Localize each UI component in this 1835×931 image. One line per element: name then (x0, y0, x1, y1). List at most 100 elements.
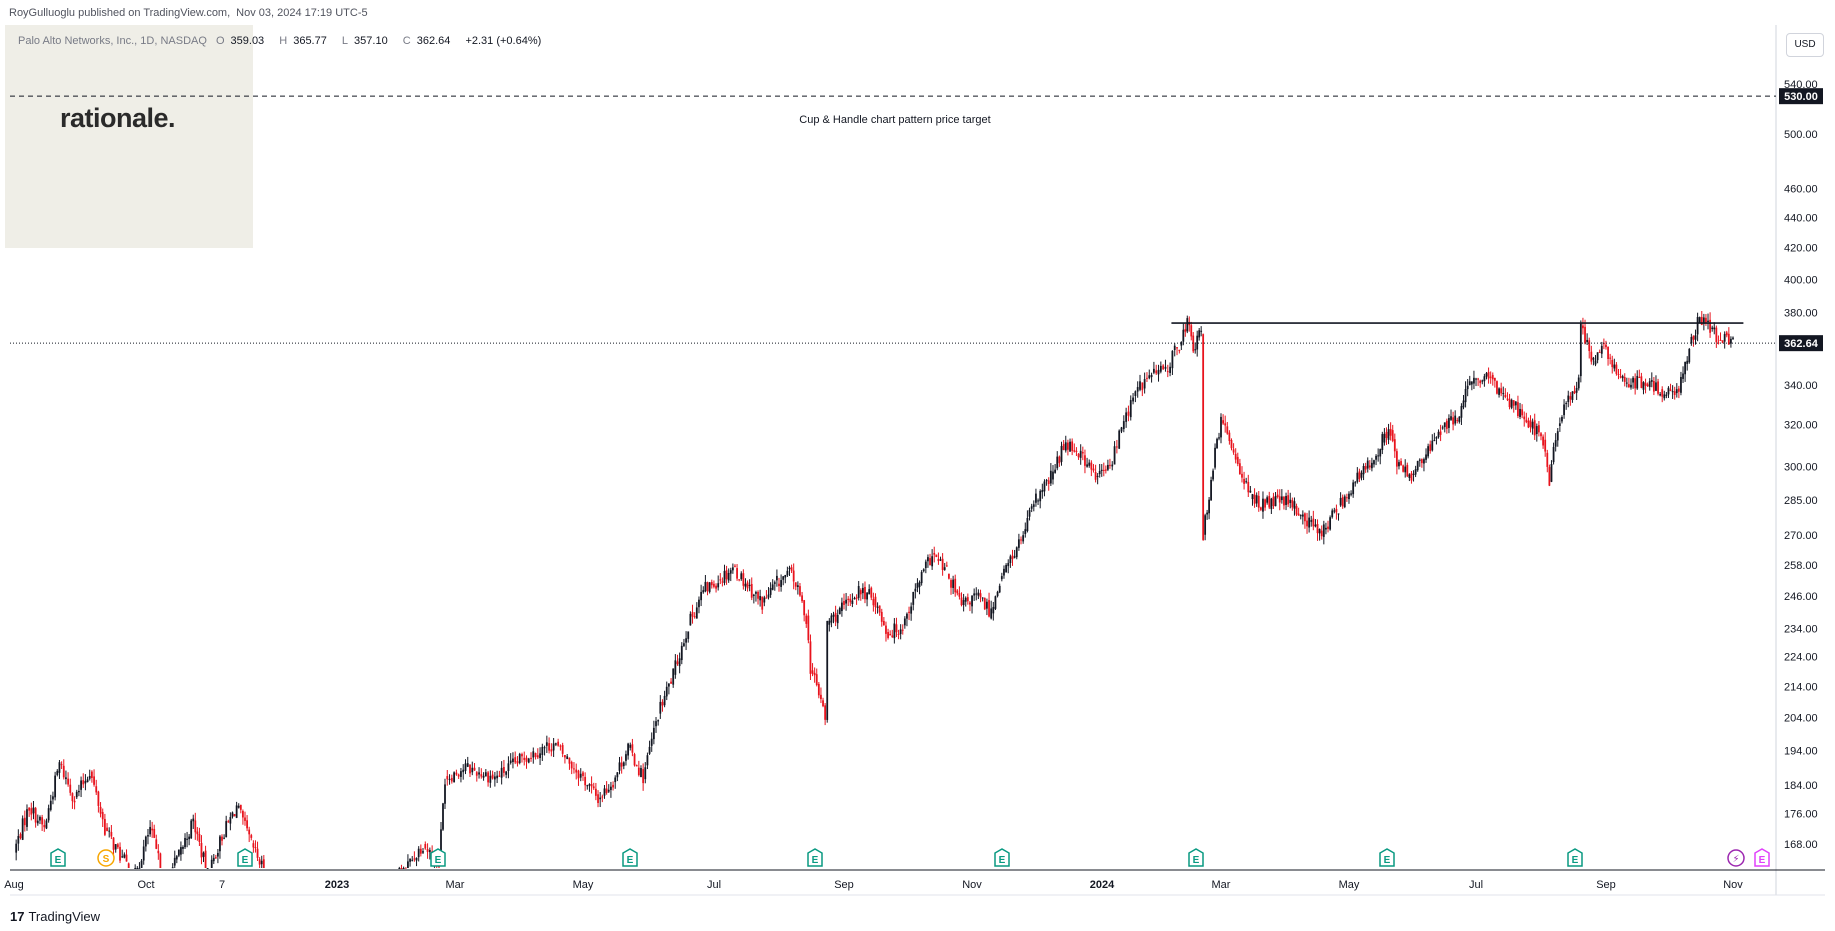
close-number: 362.64 (416, 35, 451, 47)
candle-body (1218, 437, 1220, 439)
candle-body (1402, 465, 1405, 472)
candle-body (731, 567, 734, 571)
earnings-marker-icon[interactable]: E (807, 848, 823, 867)
candle-body (1228, 432, 1231, 442)
candle-body (1491, 374, 1494, 380)
split-marker-icon[interactable]: S (97, 849, 115, 867)
earnings-marker-icon[interactable]: E (994, 848, 1010, 867)
candle-body (700, 591, 703, 601)
candle (1642, 381, 1645, 395)
currency-button[interactable]: USD (1786, 33, 1824, 57)
candle-body (1009, 556, 1012, 564)
candle-body (1111, 464, 1114, 467)
candle-body (36, 820, 39, 824)
candle (1043, 479, 1046, 497)
earnings-marker-icon[interactable]: E (430, 848, 446, 867)
candle (738, 579, 741, 582)
candle (1314, 519, 1317, 528)
candle (223, 834, 225, 840)
candle (964, 596, 967, 607)
candle-body (1196, 335, 1199, 350)
candle (880, 608, 883, 627)
candle (548, 737, 551, 754)
candle-body (1634, 378, 1637, 389)
earnings-marker-icon[interactable]: E (50, 848, 66, 867)
candle (151, 821, 154, 838)
earnings-marker-icon[interactable]: E (1188, 848, 1204, 867)
svg-text:E: E (812, 855, 819, 866)
candle-body (1148, 375, 1151, 379)
candle (1506, 392, 1509, 402)
high-label: H (279, 35, 288, 47)
candle-body (1690, 337, 1693, 344)
candle-body (518, 753, 521, 764)
candle-body (84, 781, 87, 784)
candle-body (1092, 468, 1095, 471)
candle-body (1561, 417, 1563, 422)
candle (1437, 429, 1440, 439)
candle (1445, 418, 1448, 434)
candle-body (1094, 471, 1097, 480)
candle (73, 796, 76, 810)
price-tick-label: 500.00 (1784, 129, 1818, 141)
candle-body (1588, 340, 1591, 352)
candle (1118, 429, 1121, 450)
candle (530, 752, 532, 762)
earnings-marker-icon[interactable]: E (1754, 848, 1770, 867)
candle (1208, 497, 1210, 520)
candle-body (941, 558, 944, 570)
candle (973, 588, 976, 601)
candle (1164, 359, 1167, 372)
candle-body (175, 856, 178, 860)
candle-body (1054, 469, 1057, 473)
candle (752, 593, 755, 604)
candle-body (870, 587, 873, 598)
tradingview-footer[interactable]: 17 TradingView (10, 909, 100, 924)
candle-body (450, 777, 453, 782)
candle (859, 588, 862, 601)
earnings-marker-icon[interactable]: E (1379, 848, 1395, 867)
candle (1368, 460, 1371, 470)
candle (1322, 520, 1325, 545)
candle-body (1600, 345, 1603, 354)
candle (640, 765, 642, 778)
candle (142, 839, 145, 865)
candle-body (983, 598, 986, 610)
candle (1301, 510, 1304, 525)
candle (1067, 439, 1069, 456)
earnings-marker-icon[interactable]: E (622, 848, 638, 867)
candle-body (1448, 418, 1450, 428)
candle (252, 840, 255, 853)
candle (509, 753, 512, 765)
candle-body (1625, 382, 1628, 384)
candle (1264, 498, 1266, 511)
candle-body (1287, 495, 1290, 505)
candle (1558, 417, 1561, 432)
candle (1454, 410, 1457, 426)
candle (1220, 413, 1222, 444)
candle (1337, 513, 1340, 521)
earnings-marker-icon[interactable]: E (1567, 848, 1583, 867)
candle-body (464, 763, 467, 771)
candle-body (1202, 334, 1205, 540)
candle-body (15, 843, 18, 853)
candle (700, 584, 703, 607)
price-tick-label: 184.00 (1784, 780, 1818, 792)
candle (1429, 440, 1432, 454)
event-bolt-icon[interactable]: ⚡ (1727, 849, 1745, 867)
candle (1393, 433, 1396, 458)
candle (1531, 418, 1534, 435)
candle-body (530, 757, 532, 759)
candle (1287, 489, 1290, 508)
candle (32, 800, 35, 820)
earnings-marker-icon[interactable]: E (237, 848, 253, 867)
candle-body (1224, 423, 1227, 426)
candle-body (1262, 498, 1264, 512)
candle-body (426, 848, 429, 852)
candle (927, 554, 929, 568)
candle (1030, 503, 1033, 513)
candle-body (254, 847, 257, 849)
price-tick-label: 340.00 (1784, 380, 1818, 392)
candle (30, 802, 33, 821)
